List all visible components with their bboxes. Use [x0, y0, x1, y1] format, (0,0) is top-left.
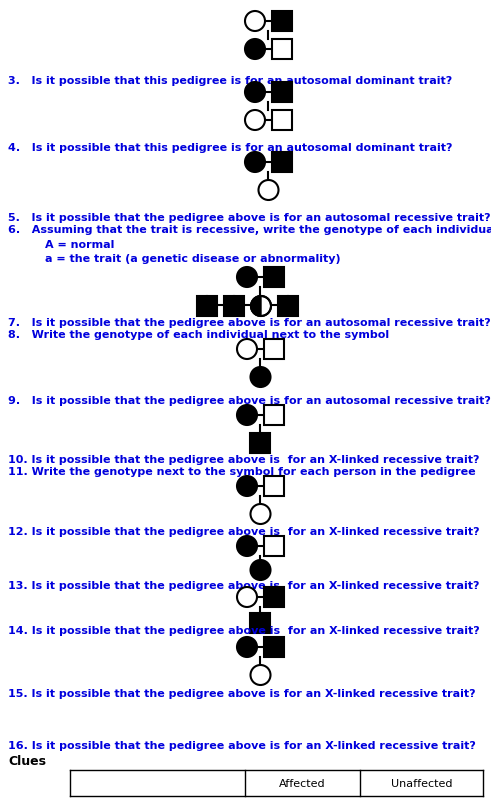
Bar	[272, 40, 292, 60]
Circle shape	[251, 297, 271, 317]
Bar	[272, 111, 292, 131]
Circle shape	[245, 153, 265, 172]
Bar	[272, 153, 292, 172]
Text: Unaffected: Unaffected	[391, 778, 452, 788]
Circle shape	[258, 180, 278, 200]
Bar	[250, 433, 271, 453]
Bar	[272, 12, 292, 32]
Circle shape	[245, 83, 265, 103]
Bar	[264, 587, 284, 607]
Bar	[224, 297, 244, 317]
Text: 11. Write the genotype next to the symbol for each person in the pedigree: 11. Write the genotype next to the symbo…	[8, 467, 476, 476]
Text: 5.   Is it possible that the pedigree above is for an autosomal recessive trait?: 5. Is it possible that the pedigree abov…	[8, 213, 491, 223]
Text: A = normal: A = normal	[45, 240, 114, 249]
Bar	[264, 339, 284, 359]
Text: 10. Is it possible that the pedigree above is  for an X-linked recessive trait?: 10. Is it possible that the pedigree abo…	[8, 455, 480, 464]
Text: 7.   Is it possible that the pedigree above is for an autosomal recessive trait?: 7. Is it possible that the pedigree abov…	[8, 318, 491, 327]
Text: 15. Is it possible that the pedigree above is for an X-linked recessive trait?: 15. Is it possible that the pedigree abo…	[8, 688, 476, 698]
Text: 14. Is it possible that the pedigree above is  for an X-linked recessive trait?: 14. Is it possible that the pedigree abo…	[8, 626, 480, 635]
Text: 16. Is it possible that the pedigree above is for an X-linked recessive trait?: 16. Is it possible that the pedigree abo…	[8, 740, 476, 750]
Text: 12. Is it possible that the pedigree above is  for an X-linked recessive trait?: 12. Is it possible that the pedigree abo…	[8, 526, 480, 537]
Circle shape	[250, 367, 271, 387]
Circle shape	[237, 638, 257, 657]
Circle shape	[237, 268, 257, 288]
Bar	[250, 614, 271, 634]
Text: 4.   Is it possible that this pedigree is for an autosomal dominant trait?: 4. Is it possible that this pedigree is …	[8, 143, 453, 153]
Text: 6.   Assuming that the trait is recessive, write the genotype of each individual: 6. Assuming that the trait is recessive,…	[8, 225, 491, 235]
Text: 8.   Write the genotype of each individual next to the symbol: 8. Write the genotype of each individual…	[8, 330, 389, 339]
Text: 9.   Is it possible that the pedigree above is for an autosomal recessive trait?: 9. Is it possible that the pedigree abov…	[8, 395, 491, 406]
Circle shape	[237, 406, 257, 426]
Bar	[264, 406, 284, 426]
Circle shape	[237, 537, 257, 557]
Bar	[272, 83, 292, 103]
Circle shape	[237, 587, 257, 607]
Circle shape	[245, 40, 265, 60]
Circle shape	[250, 561, 271, 581]
Circle shape	[237, 339, 257, 359]
Circle shape	[250, 504, 271, 525]
Bar	[264, 638, 284, 657]
Text: 3.   Is it possible that this pedigree is for an autosomal dominant trait?: 3. Is it possible that this pedigree is …	[8, 76, 452, 86]
Circle shape	[245, 111, 265, 131]
Text: Clues: Clues	[8, 754, 46, 767]
Bar	[264, 476, 284, 496]
Circle shape	[245, 12, 265, 32]
Bar	[197, 297, 217, 317]
Bar	[264, 537, 284, 557]
Polygon shape	[251, 297, 261, 317]
Text: 13. Is it possible that the pedigree above is  for an X-linked recessive trait?: 13. Is it possible that the pedigree abo…	[8, 581, 480, 590]
Text: a = the trait (a genetic disease or abnormality): a = the trait (a genetic disease or abno…	[45, 253, 341, 264]
Circle shape	[250, 665, 271, 685]
Circle shape	[237, 476, 257, 496]
Bar	[264, 268, 284, 288]
Text: Affected: Affected	[279, 778, 326, 788]
Bar	[278, 297, 298, 317]
